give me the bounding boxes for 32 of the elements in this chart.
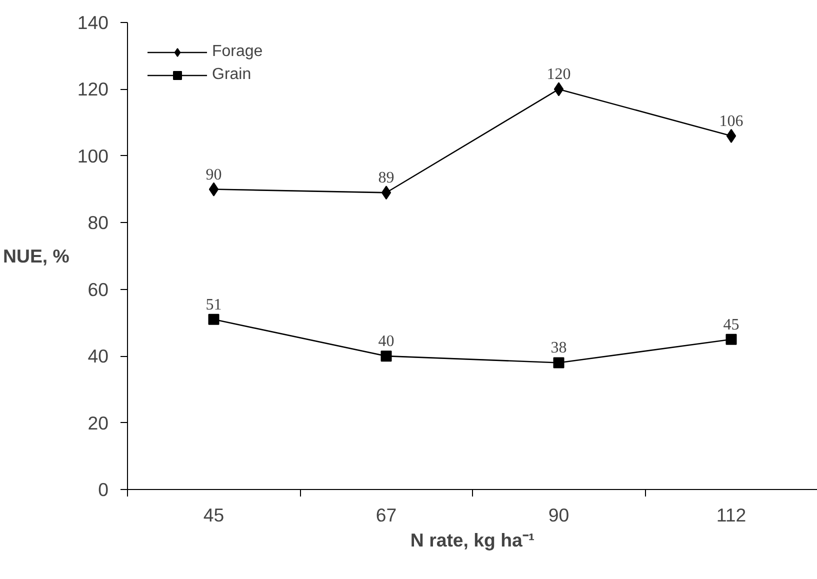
x-axis-title: N rate, kg ha⁻¹: [410, 530, 535, 550]
point: [208, 314, 220, 325]
point: [381, 186, 392, 200]
data-label: 90: [206, 166, 222, 184]
y-tick-label: 120: [77, 78, 109, 100]
data-label: 38: [550, 340, 567, 357]
x-tick-label: 67: [376, 504, 397, 526]
data-label: 106: [719, 112, 744, 130]
point: [553, 357, 564, 368]
data-label: 45: [723, 316, 740, 334]
x-tick-label: 90: [548, 504, 570, 526]
data-label: 89: [378, 170, 394, 187]
y-axis-title: NUE, %: [3, 246, 70, 266]
y-tick-label: 100: [77, 145, 109, 166]
data-label: 120: [546, 66, 571, 84]
y-tick-label: 40: [88, 346, 109, 367]
y-tick-label: 0: [98, 479, 109, 500]
y-tick-label: 20: [88, 412, 109, 434]
legend-label: Grain: [212, 66, 252, 84]
y-tick-label: 60: [88, 278, 109, 300]
data-label: 40: [378, 333, 394, 350]
data-label: 51: [206, 296, 222, 314]
x-tick-label: 45: [203, 504, 224, 526]
point: [554, 82, 564, 96]
point: [726, 334, 737, 345]
point: [726, 128, 736, 143]
y-tick-label: 80: [88, 212, 109, 234]
legend-label: Forage: [212, 43, 263, 61]
point: [380, 350, 392, 362]
y-tick-label: 140: [77, 12, 109, 33]
x-tick-label: 112: [716, 504, 746, 526]
point: [208, 182, 219, 196]
